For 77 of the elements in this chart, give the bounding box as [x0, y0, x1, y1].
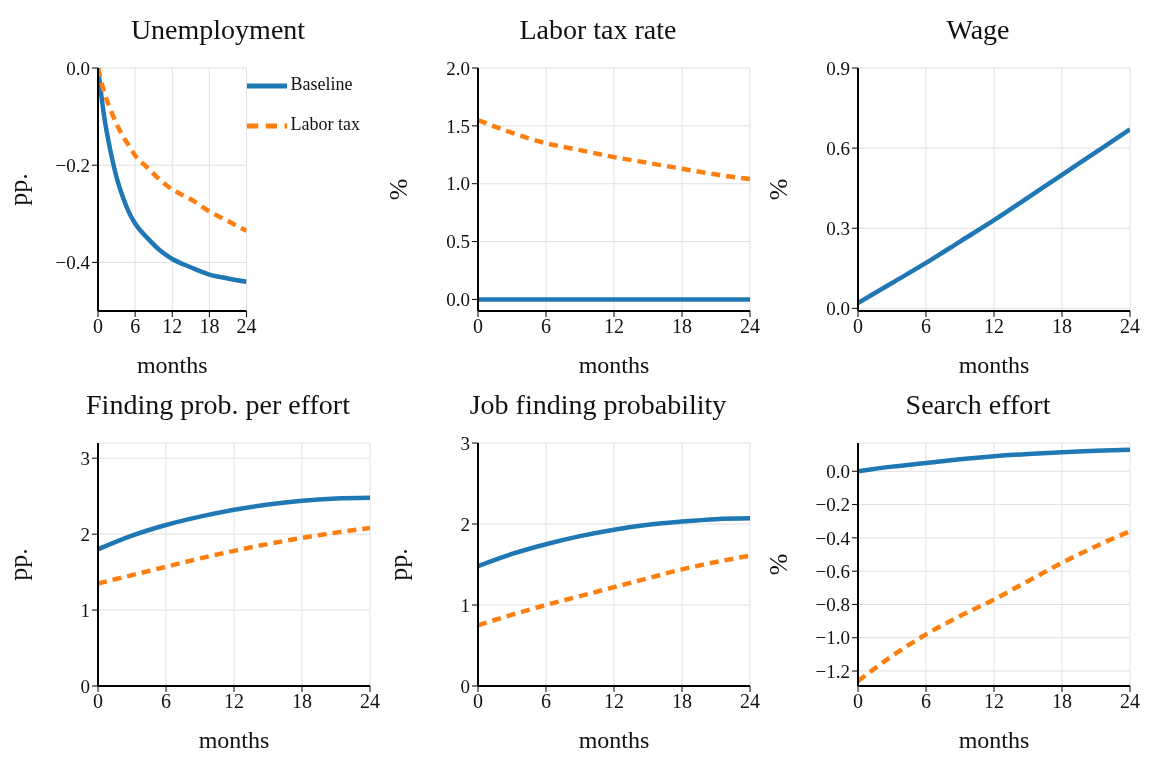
y-tick-label: −1.0 [815, 627, 850, 649]
x-tick-label: 24 [360, 690, 380, 713]
y-tick-label: −0.4 [815, 527, 851, 549]
x-tick-label: 12 [984, 315, 1004, 338]
y-tick-label: 0.9 [826, 57, 850, 79]
y-tick-label: 0.3 [826, 217, 850, 239]
x-tick-label: 18 [672, 690, 692, 713]
x-axis-title: months [958, 352, 1030, 378]
x-tick-label: 6 [921, 690, 931, 713]
x-axis-title: months [198, 727, 270, 753]
y-tick-label: 1 [80, 599, 90, 621]
y-tick-label: 0.6 [826, 137, 850, 159]
line-series [858, 447, 1130, 474]
line-series [478, 516, 750, 569]
x-tick-label: 24 [1120, 690, 1140, 713]
x-tick-label: 6 [130, 315, 141, 338]
y-tick-label: 0.0 [66, 57, 90, 79]
line-series [98, 495, 370, 552]
y-tick-label: 2 [80, 523, 90, 545]
chart-title: Unemployment [129, 13, 307, 47]
y-tick-label: 2.0 [446, 57, 470, 79]
y-tick-label: 0.0 [826, 298, 850, 320]
x-tick-label: 6 [921, 315, 931, 338]
y-tick-label: 1.0 [446, 173, 470, 195]
x-tick-label: 24 [740, 690, 760, 713]
y-tick-label: −0.2 [55, 154, 90, 176]
chart-title: Search effort [904, 388, 1052, 422]
x-axis-title: months [578, 727, 650, 753]
x-tick-label: 6 [541, 315, 551, 338]
y-tick-label: −1.2 [815, 660, 850, 682]
y-tick-label: 1.5 [446, 115, 470, 137]
chart-title: Wage [945, 13, 1011, 47]
y-tick-label: 0 [460, 675, 470, 697]
y-tick-label: 3 [80, 447, 90, 469]
line-series [98, 525, 370, 586]
x-tick-label: 6 [161, 690, 171, 713]
y-axis-title: pp. [4, 173, 34, 206]
y-axis-title: pp. [384, 548, 414, 581]
x-tick-label: 12 [162, 315, 183, 338]
x-axis-title: months [578, 352, 650, 378]
line-series [478, 117, 750, 182]
x-tick-label: 12 [604, 315, 624, 338]
y-axis-title: % [764, 553, 794, 576]
x-tick-label: 24 [1120, 315, 1140, 338]
y-tick-label: 3 [460, 432, 470, 454]
x-tick-label: 18 [199, 315, 220, 338]
legend-label: Labor tax [290, 114, 360, 135]
y-tick-label: −0.4 [55, 252, 91, 274]
chart-title: Labor tax rate [518, 13, 678, 47]
y-tick-label: −0.6 [815, 560, 850, 582]
x-tick-label: 12 [984, 690, 1004, 713]
y-tick-label: 0.5 [446, 231, 470, 253]
y-tick-label: −0.8 [815, 594, 850, 616]
x-tick-label: 12 [224, 690, 244, 713]
y-tick-label: 1 [460, 594, 470, 616]
x-tick-label: 6 [541, 690, 551, 713]
x-tick-label: 18 [672, 315, 692, 338]
chart-title: Job finding probability [468, 388, 728, 422]
x-tick-label: 12 [604, 690, 624, 713]
y-tick-label: −0.2 [815, 494, 850, 516]
y-tick-label: 0 [80, 675, 90, 697]
y-tick-label: 0.0 [446, 289, 470, 311]
chart-title: Finding prob. per effort [85, 388, 351, 422]
y-axis-title: pp. [4, 548, 34, 581]
x-tick-label: 18 [1052, 690, 1072, 713]
line-series [478, 553, 750, 628]
x-tick-label: 24 [236, 315, 257, 338]
legend-label: Baseline [290, 74, 353, 95]
x-axis-title: months [136, 352, 208, 378]
y-axis-title: % [384, 178, 414, 201]
x-tick-label: 18 [292, 690, 312, 713]
y-axis-title: % [764, 178, 794, 201]
y-tick-label: 0.0 [826, 461, 850, 483]
y-tick-label: 2 [460, 513, 470, 535]
x-axis-title: months [958, 727, 1030, 753]
x-tick-label: 24 [740, 315, 760, 338]
x-tick-label: 18 [1052, 315, 1072, 338]
